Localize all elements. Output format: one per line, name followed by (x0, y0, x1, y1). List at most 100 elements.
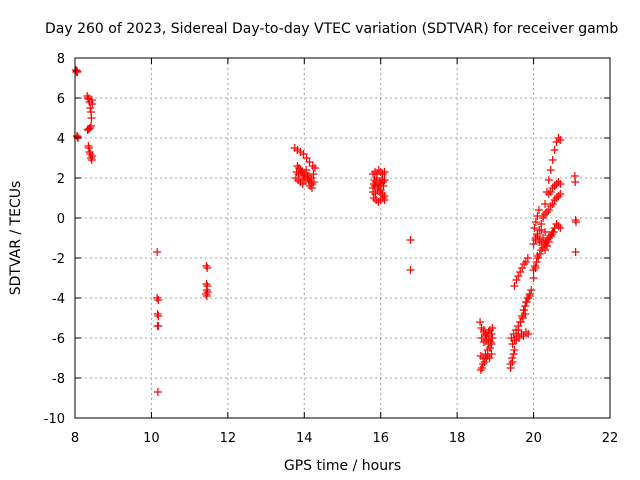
y-tick-label: 0 (57, 212, 65, 227)
data-point (535, 250, 544, 258)
y-tick-label: -10 (44, 412, 65, 427)
data-point (509, 350, 518, 358)
data-point (88, 100, 97, 108)
data-point (154, 322, 163, 330)
data-point (71, 66, 80, 74)
data-point (537, 220, 546, 228)
data-point (552, 194, 561, 202)
data-point (524, 294, 533, 302)
data-point (521, 310, 530, 318)
data-point (539, 214, 548, 222)
data-point (294, 164, 303, 172)
data-point (537, 238, 546, 246)
data-point (202, 290, 211, 298)
grid-lines (75, 58, 610, 418)
data-point (534, 254, 543, 262)
y-axis-title: SDTVAR / TECUs (8, 181, 24, 296)
data-point (556, 136, 565, 144)
data-point (72, 132, 81, 140)
data-point (202, 262, 211, 270)
data-point (524, 330, 533, 338)
data-point (546, 232, 555, 240)
data-point (86, 104, 95, 112)
data-point (512, 276, 521, 284)
data-point (406, 266, 415, 274)
data-point (547, 230, 556, 238)
data-point (571, 218, 580, 226)
data-point (550, 146, 559, 154)
data-point (486, 344, 495, 352)
data-point (380, 168, 389, 176)
data-point (548, 228, 557, 236)
x-tick-label: 16 (372, 431, 389, 446)
x-tick-label: 14 (296, 431, 313, 446)
data-point (516, 268, 525, 276)
data-point (88, 152, 97, 160)
y-tick-label: 8 (57, 52, 65, 67)
data-point (571, 178, 580, 186)
data-point (523, 254, 532, 262)
data-point (530, 224, 539, 232)
data-point (522, 298, 531, 306)
x-tick-label: 10 (143, 431, 160, 446)
data-point (532, 258, 541, 266)
data-point (521, 258, 530, 266)
plot-frame (74, 57, 611, 419)
data-point (544, 238, 553, 246)
data-point (539, 234, 548, 242)
data-point (546, 166, 555, 174)
data-point (541, 200, 550, 208)
data-point (508, 354, 517, 362)
y-tick-label: 4 (57, 132, 65, 147)
data-point (379, 182, 388, 190)
data-point (380, 196, 389, 204)
data-point (406, 236, 415, 244)
data-point (550, 182, 559, 190)
data-point (534, 206, 543, 214)
data-point (541, 210, 550, 218)
data-point (85, 124, 94, 132)
data-point (529, 240, 538, 248)
y-tick-label: 2 (57, 172, 65, 187)
data-point (548, 200, 557, 208)
data-point (379, 194, 388, 202)
data-point (487, 330, 496, 338)
data-point (203, 264, 212, 272)
data-point (535, 236, 544, 244)
data-point (541, 246, 550, 254)
data-point (521, 302, 530, 310)
data-point (203, 288, 212, 296)
x-tick-label: 12 (220, 431, 237, 446)
data-point (506, 360, 515, 368)
y-tick-label: -4 (52, 292, 65, 307)
data-point (529, 266, 538, 274)
data-point (546, 188, 555, 196)
data-point (73, 68, 82, 76)
x-tick-label: 18 (449, 431, 466, 446)
data-point (519, 306, 528, 314)
data-point (310, 164, 319, 172)
data-point (298, 168, 307, 176)
data-point (86, 150, 95, 158)
data-point (541, 228, 550, 236)
data-point (202, 292, 211, 300)
data-point (154, 296, 163, 304)
data-point (556, 180, 565, 188)
data-point (488, 334, 497, 342)
data-point (480, 358, 489, 366)
data-point (546, 202, 555, 210)
data-point (542, 242, 551, 250)
data-point (153, 310, 162, 318)
x-tick-label: 8 (71, 431, 79, 446)
data-point (484, 336, 493, 344)
data-point (153, 388, 162, 396)
data-point (525, 292, 534, 300)
data-point (87, 122, 96, 130)
data-points (71, 66, 580, 396)
data-point (510, 282, 519, 290)
data-point (556, 190, 565, 198)
data-point (527, 286, 536, 294)
x-tick-label: 22 (602, 431, 619, 446)
data-point (550, 196, 559, 204)
